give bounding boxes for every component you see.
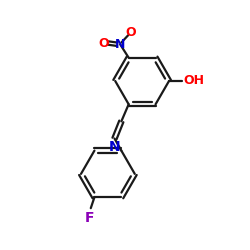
Text: F: F xyxy=(84,211,94,225)
Text: O: O xyxy=(99,36,109,50)
Text: N: N xyxy=(115,38,125,51)
Text: O: O xyxy=(125,26,136,38)
Text: OH: OH xyxy=(184,74,205,88)
Text: N: N xyxy=(109,140,120,154)
